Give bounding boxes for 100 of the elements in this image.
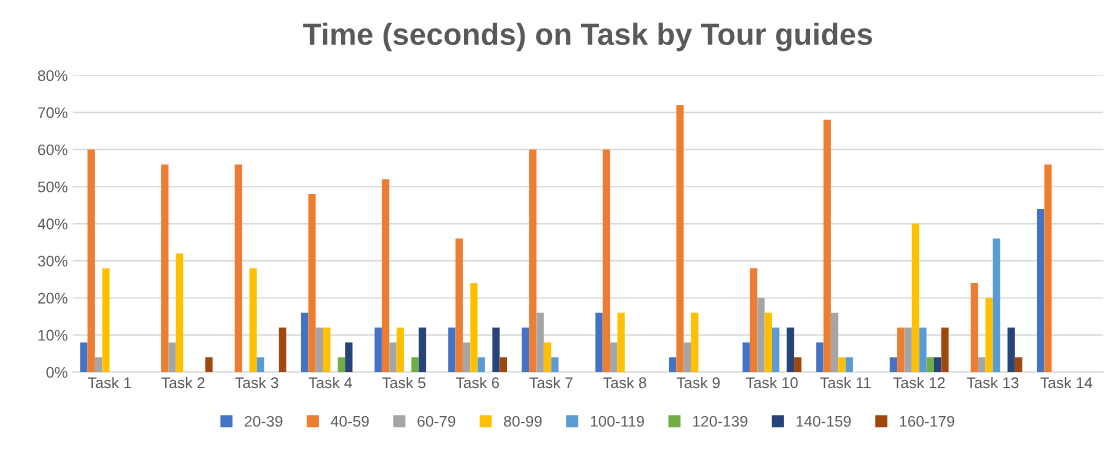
bar xyxy=(823,119,831,373)
bar xyxy=(418,327,427,373)
bar xyxy=(308,194,316,373)
x-tick-label: Task 4 xyxy=(308,376,353,389)
bar xyxy=(941,327,949,373)
bar xyxy=(786,327,795,373)
y-tick-label: 50% xyxy=(37,181,68,193)
chart-title: Time (seconds) on Task by Tour guides xyxy=(303,22,873,52)
bar xyxy=(411,357,419,373)
x-tick-label: Task 6 xyxy=(455,376,499,389)
bar xyxy=(278,327,287,373)
bar xyxy=(315,327,324,373)
x-tick-label: Task 9 xyxy=(676,376,720,389)
bar xyxy=(816,342,824,373)
bar xyxy=(676,105,684,373)
y-tick-label: 40% xyxy=(37,218,68,230)
legend-label: 40-59 xyxy=(330,415,369,427)
bar xyxy=(337,357,346,373)
bar xyxy=(742,342,750,373)
bar xyxy=(249,268,257,373)
bar xyxy=(830,312,839,373)
bar xyxy=(205,357,213,373)
x-tick-label: Task 3 xyxy=(235,376,279,389)
y-tick-label: 60% xyxy=(38,144,68,156)
legend-label: 20-39 xyxy=(244,415,283,427)
bar xyxy=(345,342,353,373)
bar xyxy=(757,297,765,373)
bar xyxy=(764,312,772,373)
bar xyxy=(668,357,677,373)
legend-label: 80-99 xyxy=(503,415,542,427)
bar xyxy=(691,312,699,373)
bar xyxy=(897,327,905,373)
bar xyxy=(602,149,611,373)
bar xyxy=(933,357,942,373)
bar xyxy=(551,357,559,373)
y-tick-label: 80% xyxy=(38,70,68,82)
bar xyxy=(492,327,500,373)
bar xyxy=(161,164,169,373)
bar xyxy=(470,283,478,373)
y-tick-label: 20% xyxy=(38,292,68,304)
bar xyxy=(970,283,979,373)
bar xyxy=(521,327,530,373)
x-tick-label: Task 14 xyxy=(1040,376,1093,389)
x-tick-label: Task 5 xyxy=(382,376,426,389)
bar xyxy=(985,297,993,373)
x-tick-label: Task 1 xyxy=(87,376,131,389)
x-tick-label: Task 10 xyxy=(746,376,798,389)
legend-label: 140-159 xyxy=(796,415,851,427)
legend-label: 160-179 xyxy=(900,415,955,427)
bar xyxy=(610,342,618,373)
bar xyxy=(396,327,404,373)
bar xyxy=(889,357,898,373)
bar xyxy=(168,342,176,373)
legend-label: 60-79 xyxy=(417,415,456,427)
bar xyxy=(911,223,920,373)
bar xyxy=(1014,357,1023,373)
y-tick-label: 10% xyxy=(38,329,68,341)
bar xyxy=(94,357,103,373)
bar xyxy=(838,357,846,373)
y-tick-label: 0% xyxy=(46,366,68,378)
x-tick-label: Task 11 xyxy=(820,376,871,389)
bar xyxy=(80,342,88,373)
bar xyxy=(543,342,552,373)
bar xyxy=(323,327,331,373)
bar xyxy=(234,164,243,373)
bar xyxy=(926,357,934,373)
bar xyxy=(175,253,184,373)
bar xyxy=(772,327,780,373)
x-tick-label: Task 8 xyxy=(603,376,647,389)
bar xyxy=(499,357,508,373)
x-tick-label: Task 12 xyxy=(893,376,945,389)
bar xyxy=(919,327,927,373)
legend-label: 120-139 xyxy=(693,415,748,427)
x-tick-label: Task 2 xyxy=(161,376,205,389)
bar xyxy=(462,342,471,373)
y-tick-label: 30% xyxy=(37,255,68,267)
bar xyxy=(617,312,625,373)
bar xyxy=(749,268,758,373)
bar xyxy=(1007,327,1015,373)
bar xyxy=(794,357,802,373)
bar xyxy=(102,268,110,373)
y-tick-label: 70% xyxy=(38,107,68,119)
bar xyxy=(978,357,986,373)
bar xyxy=(455,238,463,373)
bar xyxy=(256,357,265,373)
bar xyxy=(529,149,537,373)
bar xyxy=(1044,164,1052,373)
bar xyxy=(87,149,95,373)
bar xyxy=(992,238,1001,373)
legend-label: 100-119 xyxy=(590,415,644,427)
bar xyxy=(683,342,692,373)
x-tick-label: Task 13 xyxy=(966,376,1019,389)
bar xyxy=(477,357,485,373)
bar xyxy=(300,312,309,373)
bar xyxy=(1036,208,1045,373)
bar xyxy=(904,327,912,373)
bar xyxy=(374,327,382,373)
x-tick-label: Task 7 xyxy=(529,376,573,389)
bar xyxy=(845,357,853,373)
bar xyxy=(381,179,390,373)
